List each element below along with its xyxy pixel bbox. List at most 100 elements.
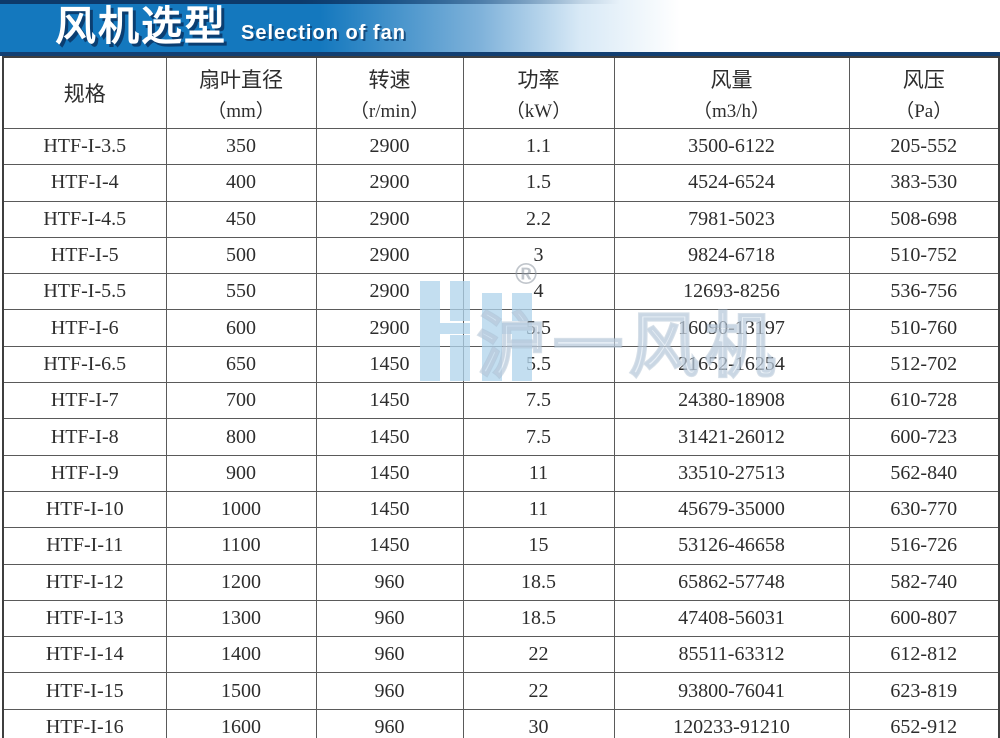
table-cell: HTF-I-15 <box>2 672 167 710</box>
table-cell: 85511-63312 <box>613 636 850 674</box>
table-cell: 7981-5023 <box>613 200 850 238</box>
table-cell: 400 <box>165 164 317 202</box>
table-cell: 9824-6718 <box>613 236 850 275</box>
table-cell: 2900 <box>315 236 464 275</box>
table-row: HTF-I-8 800 1450 7.5 31421-26012 600-723 <box>2 418 1000 456</box>
table-cell: HTF-I-4 <box>2 164 167 202</box>
table-cell: 623-819 <box>848 672 1000 710</box>
table-cell: 600 <box>165 309 317 347</box>
table-cell: 45679-35000 <box>613 490 850 529</box>
table-cell: 5.5 <box>462 345 615 384</box>
table-cell: 1300 <box>165 599 317 638</box>
table-cell: 1400 <box>165 636 317 674</box>
table-cell: 2.2 <box>462 200 615 238</box>
table-cell: 120233-91210 <box>613 708 850 738</box>
table-cell: HTF-I-3.5 <box>2 127 167 166</box>
table-cell: 11 <box>462 490 615 529</box>
table-cell: 2900 <box>315 127 464 166</box>
table-cell: 510-760 <box>848 309 1000 347</box>
table-cell: HTF-I-8 <box>2 418 167 456</box>
table-cell: 1450 <box>315 454 464 492</box>
column-header-3: 功率 （kW） <box>462 56 615 129</box>
table-cell: 7.5 <box>462 382 615 420</box>
table-cell: 582-740 <box>848 563 1000 601</box>
table-cell: HTF-I-7 <box>2 382 167 420</box>
table-cell: 652-912 <box>848 708 1000 738</box>
table-row: HTF-I-14 1400 960 22 85511-63312 612-812 <box>2 636 1000 674</box>
table-cell: 800 <box>165 418 317 456</box>
table-cell: 47408-56031 <box>613 599 850 638</box>
table-cell: 960 <box>315 672 464 710</box>
table-cell: 700 <box>165 382 317 420</box>
table-cell: 3 <box>462 236 615 275</box>
table-cell: HTF-I-5 <box>2 236 167 275</box>
table-cell: HTF-I-9 <box>2 454 167 492</box>
table-cell: 383-530 <box>848 164 1000 202</box>
table-cell: 960 <box>315 708 464 738</box>
table-cell: 612-812 <box>848 636 1000 674</box>
column-header-0: 规格 <box>2 56 167 129</box>
table-cell: 12693-8256 <box>613 273 850 311</box>
table-cell: 18.5 <box>462 599 615 638</box>
table-cell: 1000 <box>165 490 317 529</box>
table-row: HTF-I-4.5 450 2900 2.2 7981-5023 508-698 <box>2 200 1000 238</box>
table-cell: 610-728 <box>848 382 1000 420</box>
table-cell: 550 <box>165 273 317 311</box>
table-row: HTF-I-3.5 350 2900 1.1 3500-6122 205-552 <box>2 127 1000 166</box>
table-cell: 5.5 <box>462 309 615 347</box>
column-header-2: 转速 （r/min） <box>315 56 464 129</box>
page-banner: 风机选型 Selection of fan <box>0 0 1000 52</box>
table-cell: 960 <box>315 636 464 674</box>
table-cell: 600-723 <box>848 418 1000 456</box>
table-cell: 350 <box>165 127 317 166</box>
column-header-5: 风压 （Pa） <box>848 56 1000 129</box>
table-cell: 18.5 <box>462 563 615 601</box>
table-cell: HTF-I-6.5 <box>2 345 167 384</box>
table-row: HTF-I-6.5 650 1450 5.5 21652-16254 512-702 <box>2 345 1000 384</box>
table-cell: 960 <box>315 599 464 638</box>
table-row: HTF-I-16 1600 960 30 120233-91210 652-912 <box>2 708 1000 738</box>
page-subtitle: Selection of fan <box>241 21 406 44</box>
table-cell: 7.5 <box>462 418 615 456</box>
table-cell: 1450 <box>315 527 464 565</box>
column-header-4: 风量 （m3/h） <box>613 56 850 129</box>
table-cell: 4 <box>462 273 615 311</box>
table-cell: HTF-I-6 <box>2 309 167 347</box>
table-cell: 536-756 <box>848 273 1000 311</box>
table-row: HTF-I-12 1200 960 18.5 65862-57748 582-740 <box>2 563 1000 601</box>
table-cell: 1600 <box>165 708 317 738</box>
table-cell: 1100 <box>165 527 317 565</box>
table-cell: 500 <box>165 236 317 275</box>
table-cell: 205-552 <box>848 127 1000 166</box>
column-header-1: 扇叶直径 （mm） <box>165 56 317 129</box>
table-cell: 450 <box>165 200 317 238</box>
table-cell: 22 <box>462 672 615 710</box>
table-cell: 2900 <box>315 164 464 202</box>
table-cell: HTF-I-11 <box>2 527 167 565</box>
table-cell: 512-702 <box>848 345 1000 384</box>
table-cell: 600-807 <box>848 599 1000 638</box>
table-row: HTF-I-5.5 550 2900 4 12693-8256 536-756 <box>2 273 1000 311</box>
table-cell: 31421-26012 <box>613 418 850 456</box>
table-row: HTF-I-4 400 2900 1.5 4524-6524 383-530 <box>2 164 1000 202</box>
table-cell: 3500-6122 <box>613 127 850 166</box>
table-cell: HTF-I-14 <box>2 636 167 674</box>
table-cell: 1450 <box>315 382 464 420</box>
table-row: HTF-I-10 1000 1450 11 45679-35000 630-770 <box>2 490 1000 529</box>
page-title: 风机选型 <box>55 3 227 49</box>
table-cell: 1500 <box>165 672 317 710</box>
table-row: HTF-I-11 1100 1450 15 53126-46658 516-726 <box>2 527 1000 565</box>
table-cell: 11 <box>462 454 615 492</box>
table-cell: 15 <box>462 527 615 565</box>
table-cell: 510-752 <box>848 236 1000 275</box>
table-cell: 900 <box>165 454 317 492</box>
table-row: HTF-I-15 1500 960 22 93800-76041 623-819 <box>2 672 1000 710</box>
table-cell: 2900 <box>315 309 464 347</box>
table-cell: 4524-6524 <box>613 164 850 202</box>
table-cell: 2900 <box>315 200 464 238</box>
table-row: HTF-I-7 700 1450 7.5 24380-18908 610-728 <box>2 382 1000 420</box>
table-row: HTF-I-6 600 2900 5.5 16090-13197 510-760 <box>2 309 1000 347</box>
table-cell: HTF-I-12 <box>2 563 167 601</box>
table-cell: HTF-I-16 <box>2 708 167 738</box>
